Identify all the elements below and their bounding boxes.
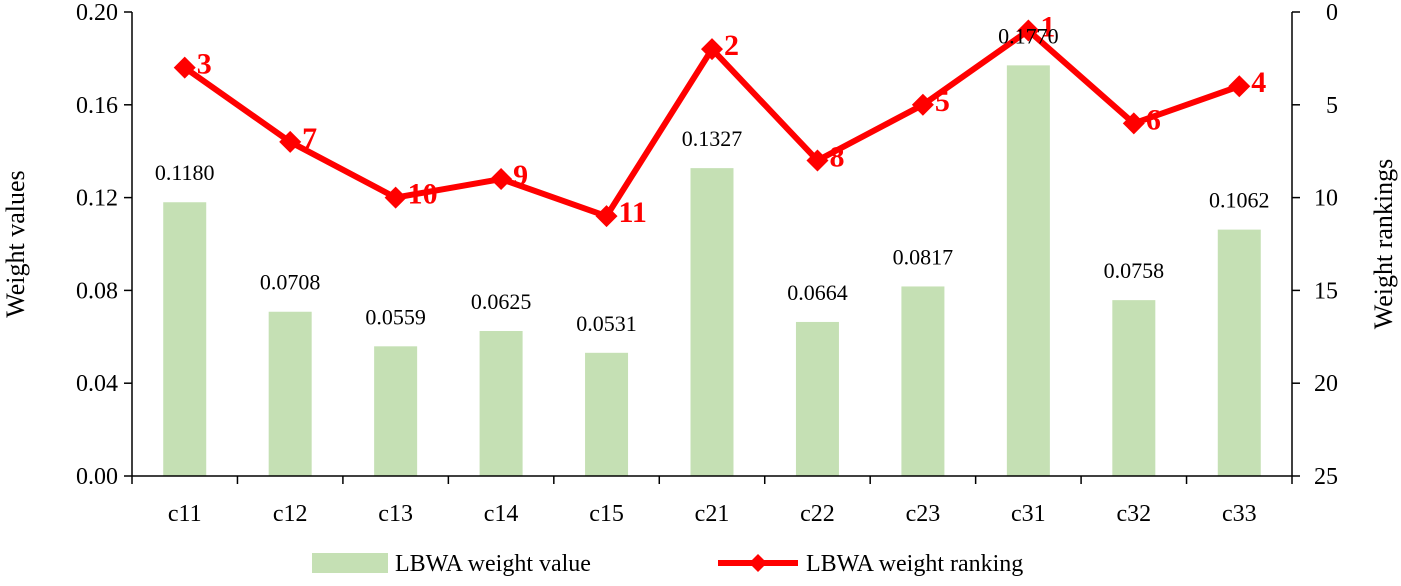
ranking-label-c32: 6 — [1146, 103, 1161, 136]
ranking-marker-c11 — [173, 56, 196, 79]
y-left-tick-label: 0.16 — [76, 93, 118, 119]
y-left-tick-label: 0.08 — [76, 278, 118, 304]
y-left-axis-title: Weight values — [1, 170, 30, 317]
bar-label-c31: 0.1770 — [998, 23, 1059, 48]
bar-c23 — [901, 286, 945, 476]
bar-label-c15: 0.0531 — [576, 311, 637, 336]
y-right-axis-title: Weight rankings — [1369, 159, 1398, 330]
ranking-label-c14: 9 — [513, 159, 528, 192]
ranking-label-c12: 7 — [302, 122, 317, 155]
legend-swatch-marker — [749, 554, 767, 572]
ranking-label-c21: 2 — [724, 29, 739, 62]
y-left-tick-label: 0.00 — [76, 464, 118, 490]
ranking-marker-c21 — [701, 38, 723, 61]
x-tick-label-c13: c13 — [378, 501, 413, 527]
bar-c12 — [268, 311, 312, 476]
ranking-marker-c32 — [1122, 112, 1145, 135]
ranking-marker-c15 — [595, 205, 618, 228]
ranking-marker-c12 — [279, 130, 302, 153]
y-left-tick-label: 0.04 — [76, 371, 118, 397]
x-tick-label-c33: c33 — [1222, 501, 1257, 527]
x-tick-label-c22: c22 — [800, 501, 835, 527]
y-left-tick-label: 0.12 — [76, 186, 118, 212]
ranking-label-c13: 10 — [408, 178, 438, 211]
ranking-label-c15: 11 — [619, 196, 647, 229]
ranking-marker-c14 — [490, 168, 513, 191]
x-tick-label-c32: c32 — [1116, 501, 1151, 527]
bar-label-c13: 0.0559 — [365, 304, 426, 329]
ranking-marker-c31 — [1017, 19, 1040, 42]
ranking-marker-c22 — [806, 149, 829, 172]
bar-c11 — [163, 202, 207, 477]
bar-label-c22: 0.0664 — [787, 280, 848, 305]
y-right-tick-label: 15 — [1314, 278, 1338, 304]
bar-c31 — [1006, 65, 1050, 477]
y-right-tick-label: 20 — [1314, 371, 1338, 397]
x-tick-label-c21: c21 — [695, 501, 730, 527]
x-tick-label-c31: c31 — [1011, 501, 1046, 527]
x-tick-label-c23: c23 — [906, 501, 941, 527]
bar-c15 — [585, 352, 629, 476]
legend-label-bar: LBWA weight value — [395, 551, 591, 577]
ranking-marker-c13 — [384, 186, 407, 209]
bar-label-c23: 0.0817 — [893, 244, 954, 269]
x-tick-label-c14: c14 — [484, 501, 519, 527]
ranking-label-c23: 5 — [935, 85, 950, 118]
y-right-tick-label: 0 — [1326, 0, 1338, 26]
bar-label-c12: 0.0708 — [260, 270, 321, 295]
bar-c33 — [1217, 229, 1261, 476]
legend-swatch-bar — [312, 553, 388, 573]
x-tick-label-c11: c11 — [168, 501, 202, 527]
x-tick-label-c12: c12 — [273, 501, 308, 527]
ranking-label-c33: 4 — [1251, 66, 1266, 99]
y-left-tick-label: 0.20 — [76, 0, 118, 26]
y-right-tick-label: 25 — [1314, 464, 1338, 490]
ranking-marker-c23 — [911, 93, 934, 116]
legend-label-line: LBWA weight ranking — [806, 551, 1023, 577]
bar-label-c11: 0.1180 — [155, 160, 215, 185]
x-tick-label-c15: c15 — [589, 501, 624, 527]
bar-label-c33: 0.1062 — [1209, 188, 1270, 213]
bar-c14 — [479, 331, 523, 476]
bar-label-c14: 0.0625 — [471, 289, 532, 314]
bar-label-c21: 0.1327 — [682, 126, 743, 151]
bar-c21 — [690, 168, 734, 477]
bar-c22 — [795, 321, 839, 476]
bar-c32 — [1112, 300, 1156, 476]
y-right-tick-label: 5 — [1326, 93, 1338, 119]
ranking-label-c11: 3 — [197, 48, 212, 81]
bar-label-c32: 0.0758 — [1104, 258, 1165, 283]
y-right-tick-label: 10 — [1314, 186, 1338, 212]
bar-c13 — [374, 346, 418, 476]
data-labels-layer: 0.1180 0.0708 0.0559 0.0625 0.0531 0.1327 0.06… — [155, 23, 1270, 335]
ranking-marker-c33 — [1228, 75, 1251, 98]
legend: LBWA weight value LBWA weight ranking — [312, 551, 1023, 577]
ranking-label-c22: 8 — [829, 140, 844, 173]
ranking-label-c31: 1 — [1040, 11, 1055, 44]
bars-layer — [163, 65, 1261, 477]
ranking-line-layer: 3 7 10 9 11 2 8 5 1 6 4 — [173, 11, 1266, 229]
